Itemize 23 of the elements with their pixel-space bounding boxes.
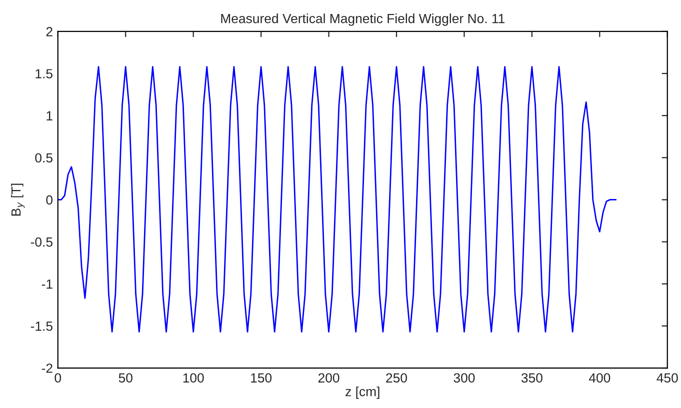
- x-tick-label: 50: [118, 373, 132, 383]
- x-tick-label: 400: [588, 373, 610, 383]
- x-tick-label: 250: [386, 373, 407, 383]
- y-tick-label: 0.5: [35, 153, 52, 163]
- x-tick-label: 150: [251, 373, 272, 383]
- y-axis-title: B$_{y}$ [T]: [11, 184, 25, 216]
- x-axis-title: z [cm]: [346, 386, 380, 399]
- y-tick-label: 0: [46, 195, 53, 205]
- y-tick-label: -1: [42, 280, 52, 289]
- y-tick-label: 2: [46, 26, 52, 36]
- x-tick-label: 300: [454, 373, 475, 383]
- line-series: [58, 66, 617, 333]
- x-tick-label: 450: [656, 373, 678, 383]
- y-tick-label: 1: [46, 111, 52, 120]
- x-tick-label: 350: [521, 373, 542, 383]
- x-tick-label: 0: [54, 373, 62, 383]
- y-tick-label: 1.5: [36, 69, 52, 78]
- x-tick-label: 200: [318, 373, 340, 383]
- y-tick-label: -2: [42, 364, 52, 373]
- y-tick-label: -0.5: [30, 237, 52, 247]
- x-tick-label: 100: [183, 373, 204, 383]
- y-tick-label: -1.5: [30, 322, 52, 331]
- chart-title: Measured Vertical Magnetic Field Wiggler No. 11: [221, 14, 505, 26]
